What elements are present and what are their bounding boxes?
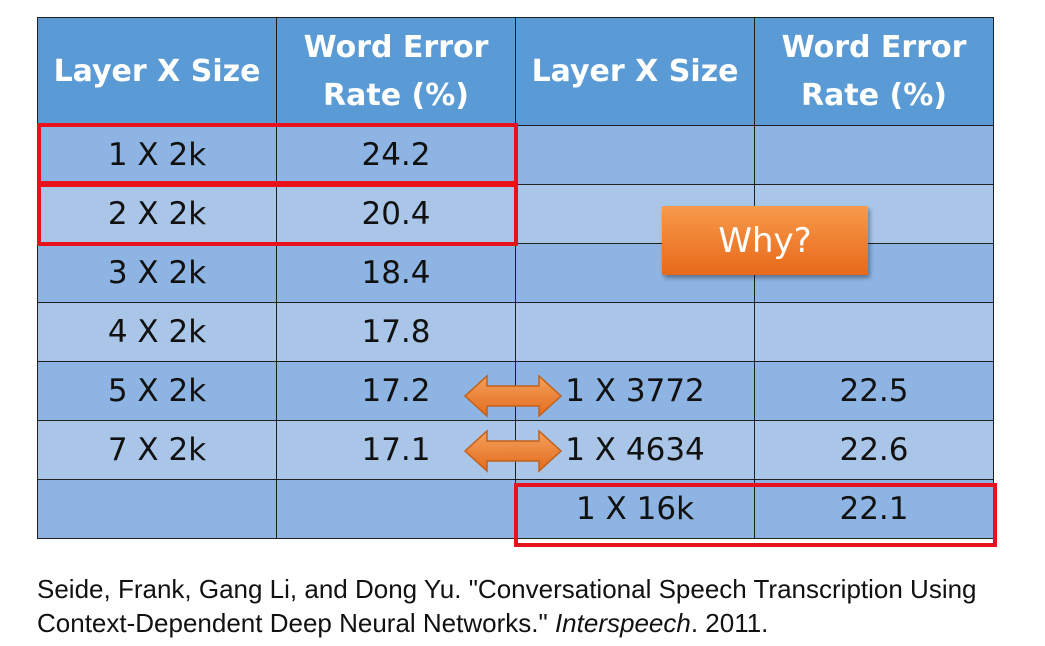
table-row: 1 X 2k 24.2 <box>37 125 994 185</box>
table-cell: 4 X 2k <box>37 302 277 362</box>
double-arrow-icon <box>463 429 563 473</box>
why-callout: Why? <box>662 206 868 275</box>
header-wer-right: Word Error Rate (%) <box>754 17 994 126</box>
header-layer-size-right: Layer X Size <box>515 17 755 126</box>
table-cell: 22.1 <box>754 479 994 539</box>
table-cell: 1 X 16k <box>515 479 755 539</box>
table-cell: 20.4 <box>276 184 516 244</box>
citation-venue: Interspeech <box>554 608 691 638</box>
table-cell <box>515 125 755 185</box>
table-cell <box>754 125 994 185</box>
table-cell: 3 X 2k <box>37 243 277 303</box>
citation: Seide, Frank, Gang Li, and Dong Yu. "Con… <box>37 572 1042 640</box>
double-arrow-icon <box>463 374 563 418</box>
table-cell: 7 X 2k <box>37 420 277 480</box>
table-cell: 18.4 <box>276 243 516 303</box>
table-cell <box>515 302 755 362</box>
table-cell: 24.2 <box>276 125 516 185</box>
table-cell: 1 X 2k <box>37 125 277 185</box>
table-cell: 2 X 2k <box>37 184 277 244</box>
results-table: Layer X Size Word Error Rate (%) Layer X… <box>37 17 994 539</box>
table-cell: 17.8 <box>276 302 516 362</box>
table-cell: 5 X 2k <box>37 361 277 421</box>
header-row: Layer X Size Word Error Rate (%) Layer X… <box>37 17 994 126</box>
table-cell <box>754 302 994 362</box>
table-row: 1 X 16k 22.1 <box>37 479 994 539</box>
header-layer-size-left: Layer X Size <box>37 17 277 126</box>
table-cell <box>37 479 277 539</box>
citation-year: . 2011. <box>690 608 769 638</box>
table-cell: 17.1 <box>276 420 516 480</box>
table-cell: 22.6 <box>754 420 994 480</box>
table-row: 5 X 2k 17.2 1 X 3772 22.5 <box>37 361 994 421</box>
table-cell: 22.5 <box>754 361 994 421</box>
citation-text: Seide, Frank, Gang Li, and Dong Yu. "Con… <box>37 574 977 638</box>
table-cell <box>276 479 516 539</box>
header-wer-left: Word Error Rate (%) <box>276 17 516 126</box>
table-row: 2 X 2k 20.4 <box>37 184 994 244</box>
table-row: 4 X 2k 17.8 <box>37 302 994 362</box>
